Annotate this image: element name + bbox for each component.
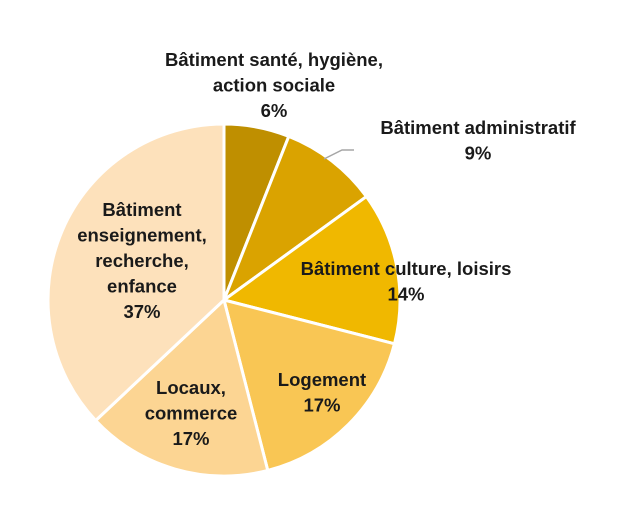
pie-slices — [46, 122, 402, 478]
slice-labels: Bâtiment santé, hygiène, action sociale 6%… — [77, 49, 576, 449]
slice-percent: 17% — [172, 428, 209, 449]
leader-line-administratif — [323, 149, 354, 160]
slice-label-line: commerce — [145, 403, 238, 424]
slice-label-locaux-commerce: Locaux, commerce 17% — [145, 377, 238, 449]
slice-label-line: Bâtiment — [102, 199, 181, 220]
slice-percent: 37% — [123, 301, 160, 322]
slice-label-line: Locaux, — [156, 377, 226, 398]
slice-label-logement: Logement 17% — [278, 369, 366, 416]
slice-label-line: Bâtiment administratif — [380, 117, 576, 138]
pie-slice-enseignement — [46, 122, 226, 423]
slice-label-administratif: Bâtiment administratif 9% — [380, 117, 576, 164]
slice-label-line: Bâtiment culture, loisirs — [301, 258, 512, 279]
slice-percent: 6% — [261, 100, 288, 121]
slice-label-line: Logement — [278, 369, 366, 390]
slice-percent: 17% — [303, 395, 340, 416]
slice-label-line: enseignement, — [77, 225, 207, 246]
leader-lines — [323, 149, 354, 160]
slice-label-sante-hygiene: Bâtiment santé, hygiène, action sociale 6% — [165, 49, 383, 121]
pie-slice-logement — [221, 297, 397, 473]
slice-label-culture-loisirs: Bâtiment culture, loisirs 14% — [301, 258, 512, 305]
slice-label-enseignement: Bâtiment enseignement, recherche, enfance 37… — [77, 199, 207, 322]
pie-slice-administratif — [220, 134, 369, 305]
pie-slice-culture-loisirs — [220, 194, 402, 346]
slice-label-line: Bâtiment santé, hygiène, — [165, 49, 383, 70]
slice-label-line: enfance — [107, 276, 177, 297]
slice-percent: 14% — [387, 284, 424, 305]
slice-percent: 9% — [465, 143, 492, 164]
slice-label-line: recherche, — [95, 250, 189, 271]
slice-label-line: action sociale — [213, 75, 335, 96]
pie-slice-locaux-commerce — [93, 297, 270, 478]
